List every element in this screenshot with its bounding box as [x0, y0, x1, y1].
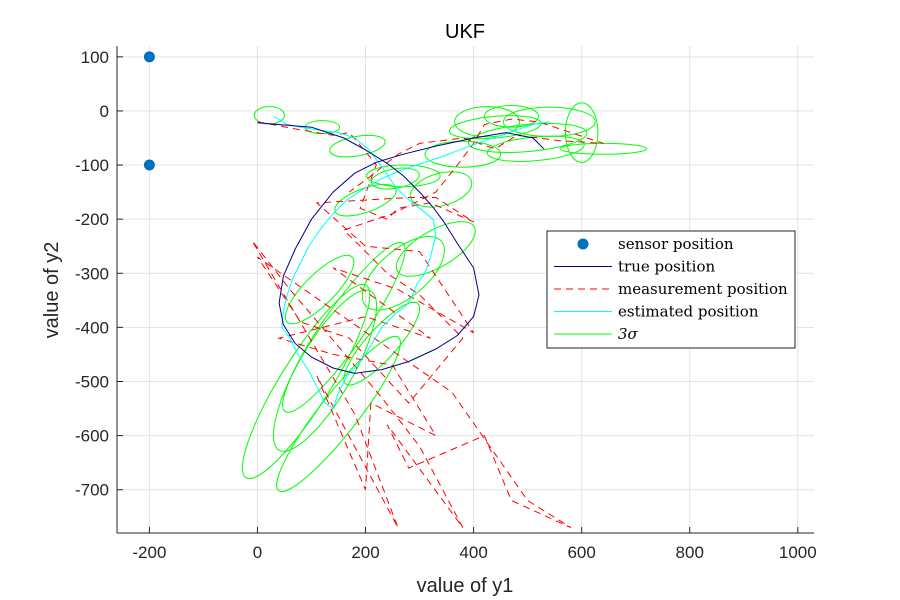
sensor-layer [143, 51, 155, 171]
x-axis-label: value of y1 [417, 575, 514, 597]
y-tick-label: -100 [75, 156, 109, 175]
sigma-ellipse [284, 254, 355, 325]
sigma-ellipse [564, 102, 599, 163]
x-tick-label: -200 [132, 543, 166, 562]
y-tick-label: -700 [75, 481, 109, 500]
legend-label: measurement position [618, 280, 788, 298]
sigma-ellipse [272, 289, 378, 452]
x-tick-label: 0 [253, 543, 262, 562]
estimated-position-line [273, 115, 550, 410]
sigma-ellipse [395, 221, 476, 277]
x-tick-label: 400 [459, 543, 487, 562]
sigma-ellipse [454, 106, 521, 138]
x-tick-label: 800 [676, 543, 704, 562]
sigma-ellipse [467, 123, 588, 153]
sigma-ellipse [343, 301, 421, 386]
sensor-position-marker [143, 159, 155, 171]
legend: sensor position true position measurement … [546, 230, 796, 349]
true-position-line [257, 122, 545, 374]
legend-label: true position [618, 258, 715, 276]
sigma-ellipse [329, 134, 386, 158]
x-tick-label: 1000 [779, 543, 817, 562]
y-tick-label: -400 [75, 318, 109, 337]
axes: -200 0 200 400 600 800 10001000-100-200-300-40… [75, 46, 817, 562]
x-tick-label: 200 [351, 543, 379, 562]
legend-label: estimated position [618, 303, 759, 321]
sigma-ellipse [361, 235, 445, 311]
y-tick-label: -200 [75, 210, 109, 229]
y-tick-label: -300 [75, 264, 109, 283]
sigma-ellipse [424, 140, 502, 168]
y-tick-label: -500 [75, 372, 109, 391]
y-axis-label: value of y2 [41, 242, 63, 339]
y-tick-label: 100 [81, 48, 109, 67]
true-position-layer [257, 122, 545, 374]
measurement-layer [251, 118, 604, 529]
legend-box [546, 230, 796, 349]
sigma-ellipse [483, 105, 539, 128]
legend-label: 3σ [618, 325, 639, 343]
sigma-ellipse [276, 335, 401, 493]
chart-title: UKF [445, 21, 485, 43]
measurement-position-line [251, 118, 604, 529]
sensor-position-marker [143, 51, 155, 63]
x-tick-label: 600 [567, 543, 595, 562]
grid [117, 46, 814, 533]
estimated-layer [273, 115, 550, 410]
sigma-ellipse [486, 135, 585, 162]
y-tick-label: -600 [75, 427, 109, 446]
y-tick-label: 0 [100, 102, 109, 121]
legend-sensor-marker [577, 238, 589, 250]
plot-area [143, 51, 648, 529]
sigma-ellipse [282, 241, 406, 413]
legend-label: sensor position [618, 235, 734, 253]
